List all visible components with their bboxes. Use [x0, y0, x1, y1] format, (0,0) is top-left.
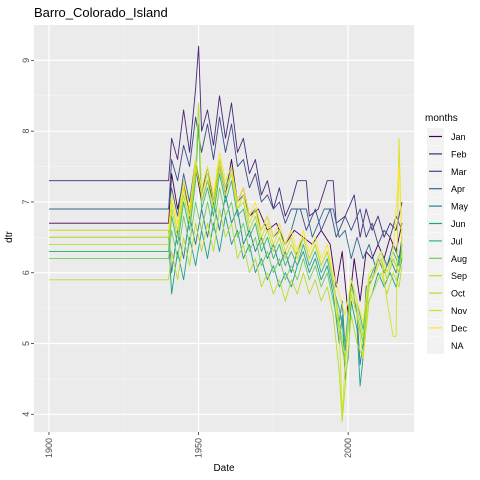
legend-label-nov: Nov	[451, 306, 468, 316]
series-line-oct	[49, 102, 403, 359]
series-line-nov	[49, 137, 403, 415]
x-axis-title: Date	[213, 463, 235, 474]
series-line-aug	[49, 187, 403, 366]
legend: months Jan Feb Mar Apr May Jun Jul Aug Sep Oct Nov…	[425, 113, 469, 354]
y-tick-label: 7	[21, 199, 31, 204]
legend-label-jan: Jan	[451, 132, 466, 142]
legend-label-aug: Aug	[451, 254, 467, 264]
legend-key	[427, 336, 444, 354]
legend-label-sep: Sep	[451, 271, 467, 281]
legend-label-may: May	[451, 202, 469, 212]
x-axis: 1900 1950 2000	[44, 432, 353, 458]
y-tick-label: 8	[21, 129, 31, 134]
legend-label-mar: Mar	[451, 167, 467, 177]
grid-minor	[34, 25, 414, 432]
y-axis: 4 5 6 7 8 9	[21, 58, 34, 417]
series-layer	[49, 45, 403, 422]
x-tick-label: 2000	[343, 438, 353, 458]
legend-label-na: NA	[451, 341, 464, 351]
legend-title: months	[425, 113, 458, 124]
series-line-dec	[49, 151, 403, 323]
y-axis-title: dtr	[4, 230, 15, 242]
legend-label-jul: Jul	[451, 236, 463, 246]
legend-label-dec: Dec	[451, 323, 468, 333]
legend-label-feb: Feb	[451, 149, 467, 159]
y-tick-label: 6	[21, 270, 31, 275]
x-tick-label: 1950	[194, 438, 204, 458]
series-line-jul	[49, 123, 403, 344]
y-tick-label: 9	[21, 58, 31, 63]
x-tick-label: 1900	[44, 438, 54, 458]
legend-label-jun: Jun	[451, 219, 466, 229]
y-tick-label: 5	[21, 341, 31, 346]
chart-title: Barro_Colorado_Island	[34, 5, 168, 20]
series-line-jun	[49, 215, 403, 387]
y-tick-label: 4	[21, 412, 31, 417]
legend-label-oct: Oct	[451, 289, 466, 299]
legend-label-apr: Apr	[451, 184, 465, 194]
